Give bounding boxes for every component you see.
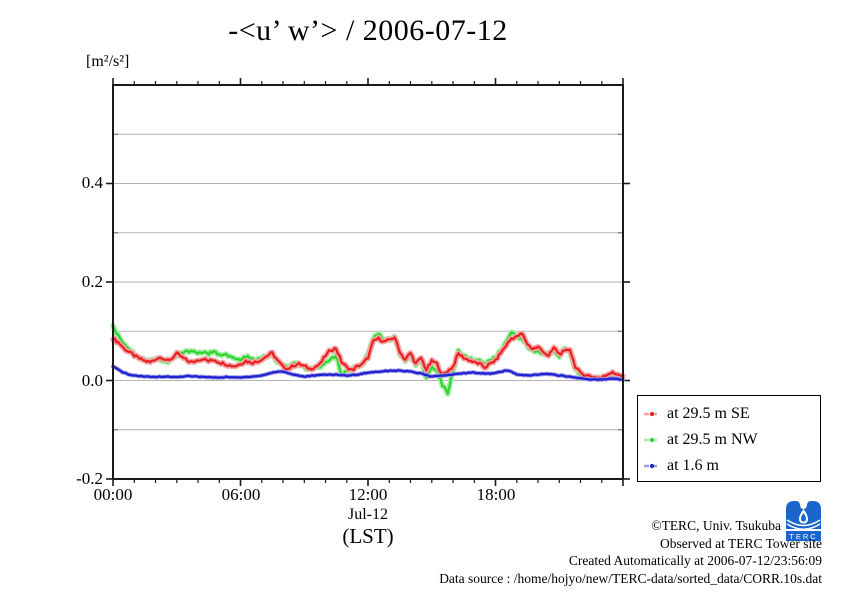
y-tick-label: 0.2 (81, 272, 103, 291)
x-tick-label: 00:00 (93, 485, 133, 504)
legend-marker-blue-icon (644, 463, 660, 469)
x-axis-date-label: Jul-12 (348, 506, 388, 523)
footer-observed: Observed at TERC Tower site (659, 535, 822, 551)
footer-copyright: ©TERC, Univ. Tsukuba (651, 518, 781, 533)
footer-created: Created Automatically at 2006-07-12/23:5… (568, 553, 822, 568)
footer-attribution: ©TERC, Univ. Tsukuba Observed at TERC To… (439, 517, 822, 587)
terc-logo-text: TERC (789, 532, 817, 541)
x-tick-label: 12:00 (348, 485, 388, 504)
legend-box: at 29.5 m SE at 29.5 m NW at 1.6 m (637, 395, 821, 482)
legend-label-29-5m-nw: at 29.5 m NW (667, 431, 758, 448)
legend-marker-green-icon (644, 437, 660, 443)
footer-datasource: Data source : /home/hojyo/new/TERC-data/… (439, 570, 822, 586)
y-axis-unit-label: [m²/s²] (86, 53, 130, 70)
y-tick-label: -0.2 (76, 469, 103, 488)
x-axis-timezone-label: (LST) (342, 524, 394, 548)
legend-label-1-6m: at 1.6 m (667, 457, 719, 474)
legend-marker-red-icon (644, 411, 660, 417)
legend-item-29-5m-se: at 29.5 m SE (643, 401, 820, 427)
x-tick-label: 18:00 (476, 485, 516, 504)
legend-label-29-5m-se: at 29.5 m SE (667, 405, 750, 422)
y-tick-label: 0.0 (81, 371, 103, 390)
legend-item-29-5m-nw: at 29.5 m NW (643, 427, 820, 453)
legend-item-1-6m: at 1.6 m (643, 453, 820, 479)
y-tick-label: 0.4 (81, 173, 103, 192)
terc-logo-icon: TERC (786, 501, 821, 541)
chart-title: -<u’ w’> / 2006-07-12 (228, 14, 508, 47)
x-tick-label: 06:00 (221, 485, 261, 504)
